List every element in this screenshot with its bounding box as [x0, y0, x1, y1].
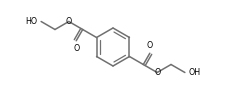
Text: O: O: [66, 17, 72, 26]
Text: O: O: [154, 68, 160, 77]
Text: O: O: [147, 41, 153, 50]
Text: O: O: [73, 44, 79, 53]
Text: OH: OH: [189, 68, 201, 77]
Text: HO: HO: [25, 17, 37, 26]
